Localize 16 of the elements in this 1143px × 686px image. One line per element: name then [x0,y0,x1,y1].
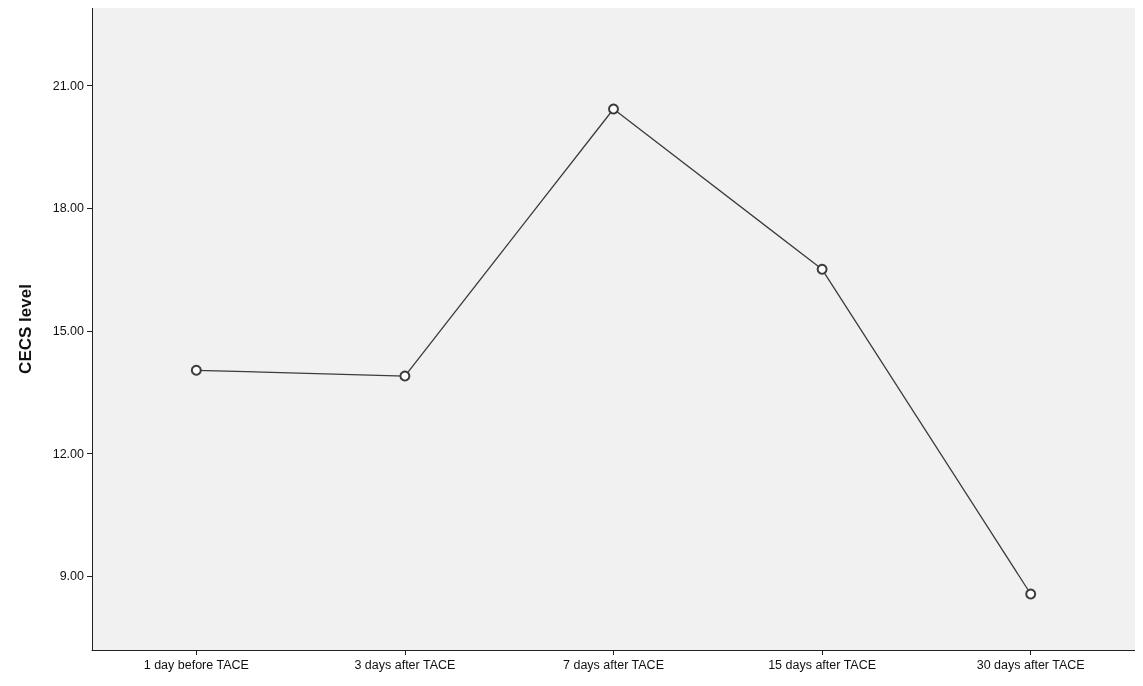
y-tick-label: 21.00 [52,78,85,93]
point [816,263,828,275]
y-tick-label: 15.00 [52,324,85,339]
x-tick-label: 7 days after TACE [563,657,664,672]
point [1025,588,1037,600]
point [399,370,411,382]
y-tick-label: 9.00 [59,569,85,584]
y-axis-title: CECS level [16,284,35,374]
y-tick-label: 12.00 [52,446,85,461]
x-tick-label: 30 days after TACE [976,657,1085,672]
x-tick-label: 3 days after TACE [354,657,456,672]
point [190,364,202,376]
x-tick-label: 1 day before TACE [143,657,249,672]
x-tick-label: 15 days after TACE [768,657,877,672]
y-tick-label: 18.00 [52,201,85,216]
point [608,103,619,115]
